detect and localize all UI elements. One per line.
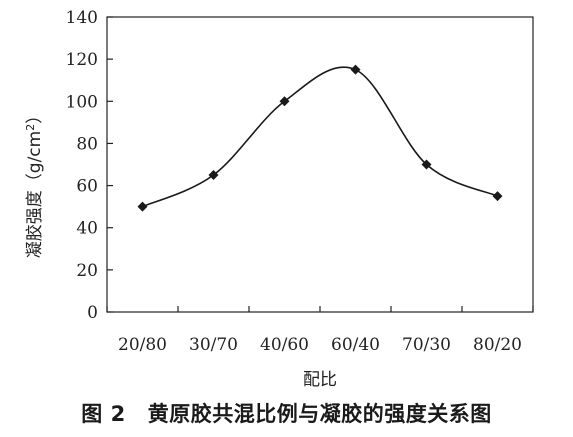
y-tick-label: 80 — [76, 134, 98, 154]
x-tick-label: 80/20 — [473, 335, 522, 355]
x-tick-label: 20/80 — [118, 335, 167, 355]
y-tick-label: 100 — [66, 92, 98, 112]
series-line — [142, 66, 498, 208]
y-axis-title: 凝胶强度（g/cm2） — [24, 107, 46, 258]
y-axis-title-main: 凝胶强度（g/cm — [25, 131, 45, 258]
data-point-marker — [492, 191, 503, 202]
y-tick-label: 40 — [76, 219, 98, 239]
x-axis-title: 配比 — [303, 370, 337, 390]
x-tick-label: 60/40 — [331, 335, 380, 355]
y-tick-label: 120 — [66, 50, 98, 70]
y-tick-label: 140 — [66, 8, 98, 28]
data-point-marker — [137, 201, 148, 212]
x-tick-label: 70/30 — [402, 335, 451, 355]
y-tick-label: 20 — [76, 261, 98, 281]
y-tick-label: 60 — [76, 177, 98, 197]
x-tick-label: 30/70 — [189, 335, 238, 355]
x-axis-ticks: 20/80 30/70 40/60 60/40 70/30 80/20 — [106, 306, 534, 355]
figure-caption-text: 黄原胶共混比例与凝胶的强度关系图 — [147, 402, 492, 426]
y-axis-ticks: 0 20 40 60 80 100 120 140 — [66, 8, 113, 323]
data-point-marker — [350, 64, 361, 75]
data-point-marker — [208, 170, 219, 181]
data-point-marker — [279, 96, 290, 107]
plot-frame — [106, 16, 534, 313]
figure-number: 图 2 — [81, 402, 126, 426]
x-tick-label: 40/60 — [260, 335, 309, 355]
y-tick-label: 0 — [87, 303, 98, 323]
data-point-marker — [421, 159, 432, 170]
figure-caption: 图 2 黄原胶共混比例与凝胶的强度关系图 — [0, 398, 573, 428]
y-axis-title-superscript: 2 — [24, 124, 37, 131]
y-axis-title-close: ） — [25, 107, 45, 124]
data-series — [137, 64, 503, 212]
plot-border — [106, 16, 534, 313]
